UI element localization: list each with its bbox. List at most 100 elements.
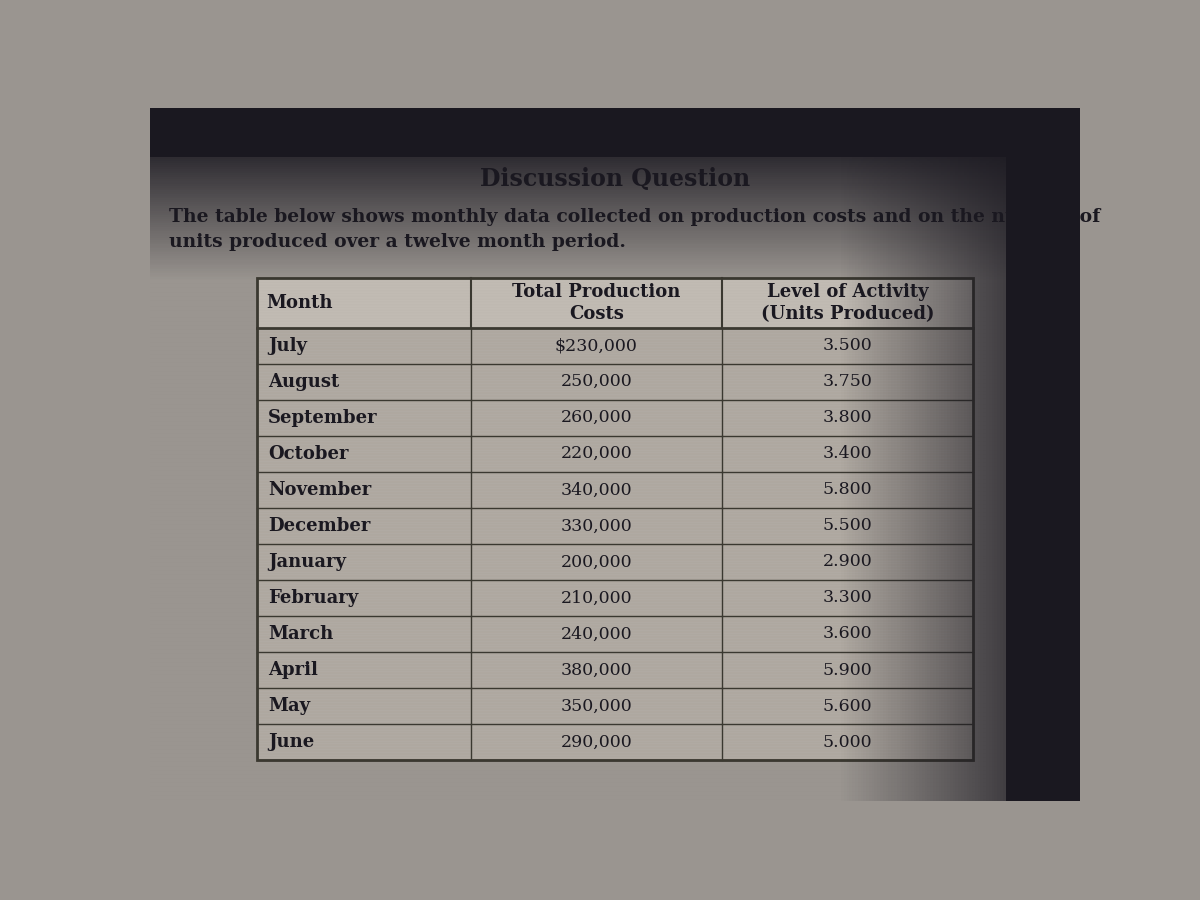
Text: Month: Month (266, 293, 332, 311)
Bar (150, 269, 1080, 271)
Bar (892, 108, 894, 801)
Bar (150, 230, 1080, 231)
Bar (150, 250, 1080, 252)
Bar (966, 108, 970, 801)
Text: June: June (268, 734, 314, 752)
Bar (150, 254, 1080, 256)
Bar (150, 192, 1080, 194)
Bar (150, 194, 1080, 196)
Bar (150, 163, 1080, 165)
Bar (150, 158, 1080, 161)
Bar (150, 248, 1080, 250)
Bar (947, 108, 950, 801)
Bar (964, 108, 966, 801)
Bar (150, 157, 1080, 158)
Bar (841, 108, 844, 801)
Text: February: February (268, 589, 359, 607)
Bar (150, 169, 1080, 171)
Bar (883, 108, 886, 801)
Bar (150, 271, 1080, 273)
Bar (150, 277, 1080, 279)
Bar (150, 166, 1080, 169)
Bar (150, 238, 1080, 239)
Text: Total Production
Costs: Total Production Costs (512, 283, 680, 323)
Text: April: April (268, 661, 318, 679)
Bar (150, 200, 1080, 202)
Bar (875, 108, 877, 801)
Text: 200,000: 200,000 (560, 554, 632, 571)
Bar (989, 108, 991, 801)
Text: 330,000: 330,000 (560, 518, 632, 535)
Bar (150, 212, 1080, 215)
Bar (983, 108, 986, 801)
Text: 3.400: 3.400 (823, 446, 872, 463)
Text: The table below shows monthly data collected on production costs and on the numb: The table below shows monthly data colle… (168, 209, 1100, 251)
Bar (911, 108, 913, 801)
Bar (997, 108, 1000, 801)
Bar (150, 108, 1080, 157)
Bar (917, 108, 919, 801)
Bar (150, 215, 1080, 217)
Bar (150, 233, 1080, 236)
Bar (896, 108, 900, 801)
Bar (908, 108, 911, 801)
Text: 340,000: 340,000 (560, 482, 632, 499)
Bar (991, 108, 995, 801)
Text: Level of Activity
(Units Produced): Level of Activity (Units Produced) (761, 283, 935, 323)
Text: 250,000: 250,000 (560, 374, 632, 391)
Text: 5.500: 5.500 (823, 518, 872, 535)
Bar (150, 198, 1080, 200)
Bar (150, 219, 1080, 221)
Bar (950, 108, 953, 801)
Text: September: September (268, 409, 378, 427)
Bar (150, 246, 1080, 248)
Bar (150, 173, 1080, 176)
Bar (150, 165, 1080, 166)
Bar (958, 108, 961, 801)
Bar (1006, 108, 1008, 801)
Text: 240,000: 240,000 (560, 626, 632, 643)
Bar (150, 223, 1080, 225)
Bar (955, 108, 958, 801)
Bar (150, 206, 1080, 209)
Bar (970, 108, 972, 801)
Bar (150, 161, 1080, 163)
Bar (850, 108, 852, 801)
Bar (150, 252, 1080, 254)
Bar (150, 177, 1080, 179)
Bar (150, 211, 1080, 212)
Bar (880, 108, 883, 801)
Bar (844, 108, 846, 801)
Text: 350,000: 350,000 (560, 698, 632, 715)
Text: 5.800: 5.800 (823, 482, 872, 499)
Text: 5.000: 5.000 (823, 734, 872, 751)
Bar (886, 108, 888, 801)
Bar (902, 108, 905, 801)
Bar (150, 273, 1080, 275)
Bar (150, 244, 1080, 246)
Bar (925, 108, 928, 801)
Text: 3.500: 3.500 (823, 338, 872, 355)
Bar (150, 236, 1080, 238)
Text: November: November (268, 481, 371, 499)
Bar (961, 108, 964, 801)
Text: 380,000: 380,000 (560, 662, 632, 679)
Bar (922, 108, 925, 801)
Bar (150, 202, 1080, 204)
Text: 5.600: 5.600 (823, 698, 872, 715)
Text: 260,000: 260,000 (560, 410, 632, 427)
Bar (871, 108, 875, 801)
Bar (928, 108, 930, 801)
Text: Discussion Question: Discussion Question (480, 166, 750, 191)
Bar (894, 108, 896, 801)
Bar (846, 108, 850, 801)
Bar (150, 182, 1080, 184)
Text: 2.900: 2.900 (823, 554, 872, 571)
Bar (1003, 108, 1006, 801)
Bar (150, 239, 1080, 242)
Bar (150, 204, 1080, 206)
Bar (257, 278, 973, 760)
Bar (934, 108, 936, 801)
Bar (1000, 108, 1003, 801)
Bar (936, 108, 938, 801)
